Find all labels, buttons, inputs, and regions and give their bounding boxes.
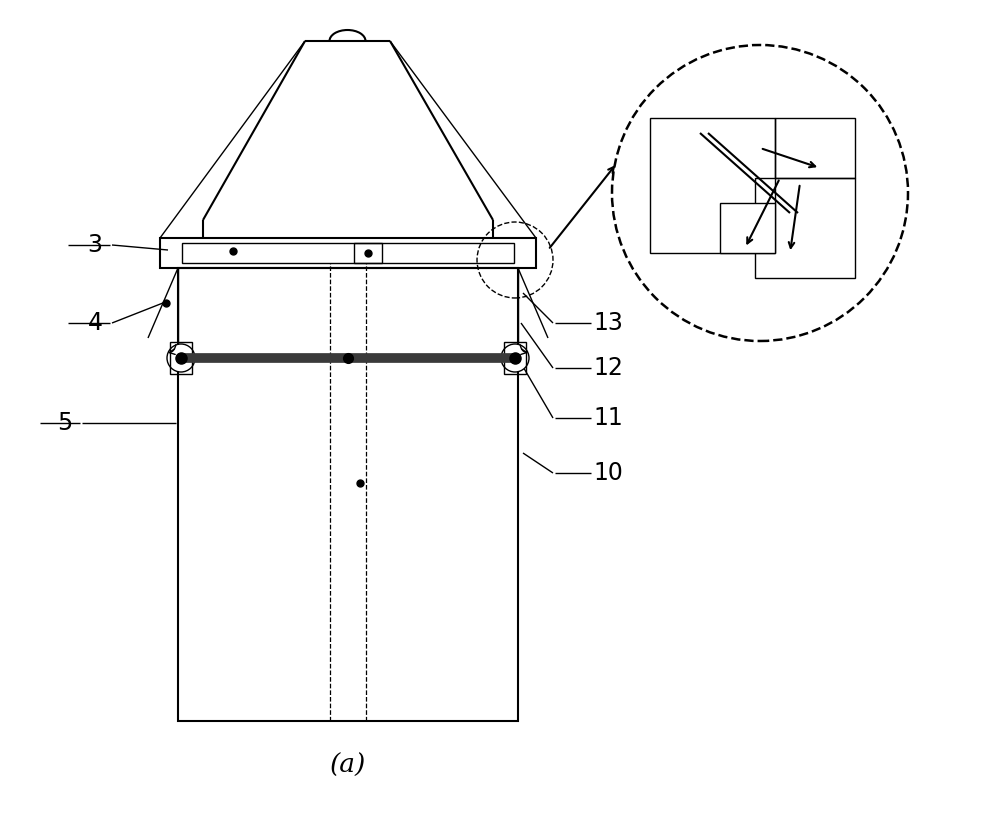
Text: 13: 13 — [593, 311, 623, 335]
Text: 5: 5 — [57, 411, 73, 435]
Circle shape — [178, 354, 184, 362]
Text: 3: 3 — [88, 233, 103, 257]
Text: 10: 10 — [593, 461, 623, 485]
Circle shape — [612, 45, 908, 341]
Circle shape — [512, 354, 518, 362]
Text: (a): (a) — [330, 753, 366, 777]
Bar — [182, 243, 514, 263]
Bar — [504, 342, 526, 374]
Text: 4: 4 — [88, 311, 103, 335]
Text: 11: 11 — [593, 406, 623, 430]
Circle shape — [167, 344, 195, 372]
Bar — [160, 238, 536, 268]
Bar — [178, 268, 518, 721]
Bar — [755, 178, 855, 278]
Bar — [775, 118, 855, 178]
Bar — [354, 243, 382, 263]
Bar — [650, 118, 775, 253]
Bar — [170, 342, 192, 374]
Text: 12: 12 — [593, 356, 623, 380]
Bar — [720, 203, 775, 253]
Circle shape — [501, 344, 529, 372]
